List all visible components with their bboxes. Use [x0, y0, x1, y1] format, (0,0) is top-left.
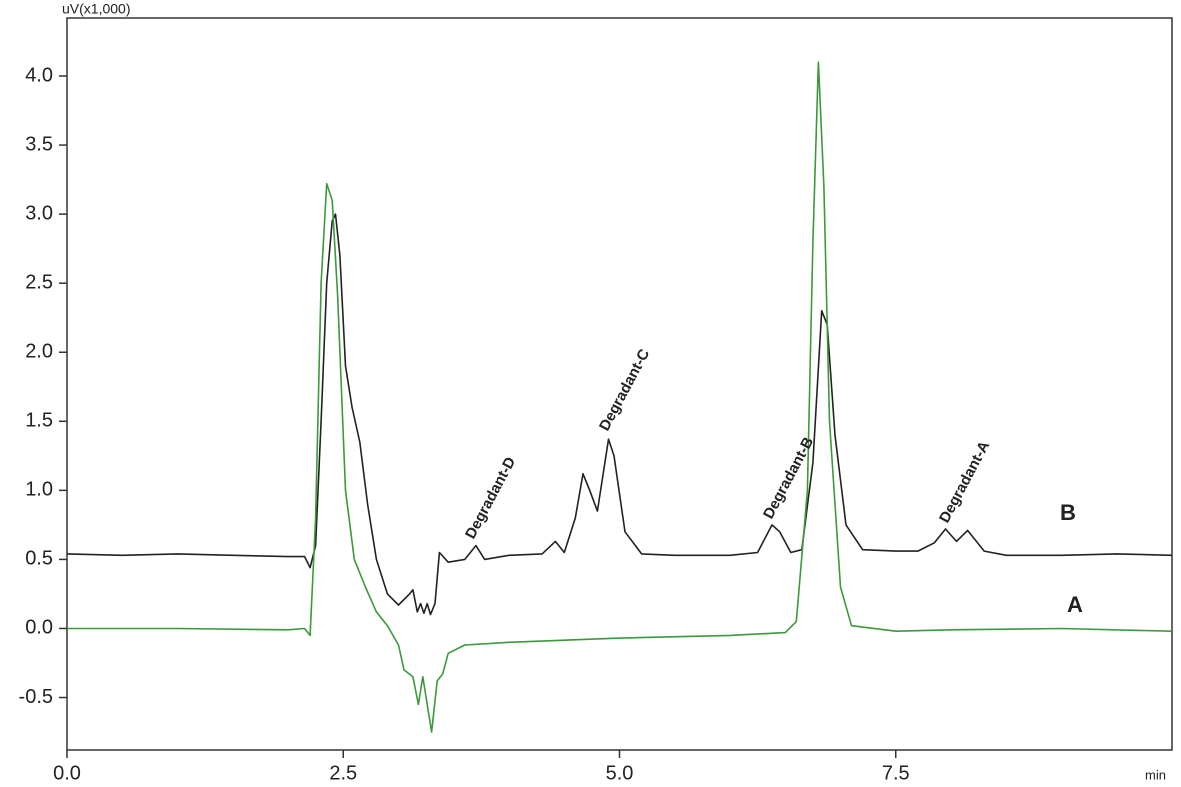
x-tick-label: 5.0 — [606, 762, 634, 784]
y-tick-label: 1.0 — [25, 479, 53, 501]
annotation: Degradant-A — [936, 438, 993, 526]
y-tick-label: 3.0 — [25, 202, 53, 224]
series-label: A — [1067, 592, 1083, 617]
x-tick-label: 2.5 — [329, 762, 357, 784]
annotation: Degradant-B — [760, 434, 817, 522]
series-line — [66, 213, 1173, 616]
y-tick-label: -0.5 — [19, 686, 53, 708]
annotation: Degradant-C — [596, 346, 653, 434]
x-axis-label: min — [1145, 767, 1166, 782]
y-tick-label: 3.5 — [25, 133, 53, 155]
y-tick-label: 2.0 — [25, 341, 53, 363]
y-tick-label: 1.5 — [25, 410, 53, 432]
y-tick-label: 0.0 — [25, 617, 53, 639]
y-tick-label: 0.5 — [25, 548, 53, 570]
x-tick-label: 0.0 — [53, 762, 81, 784]
series-line — [67, 61, 1173, 733]
y-tick-label: 4.0 — [25, 64, 53, 86]
series-label: B — [1060, 500, 1076, 525]
y-axis-label: uV(x1,000) — [62, 1, 130, 17]
annotation: Degradant-D — [462, 454, 519, 542]
x-tick-label: 7.5 — [882, 762, 910, 784]
y-tick-label: 2.5 — [25, 271, 53, 293]
